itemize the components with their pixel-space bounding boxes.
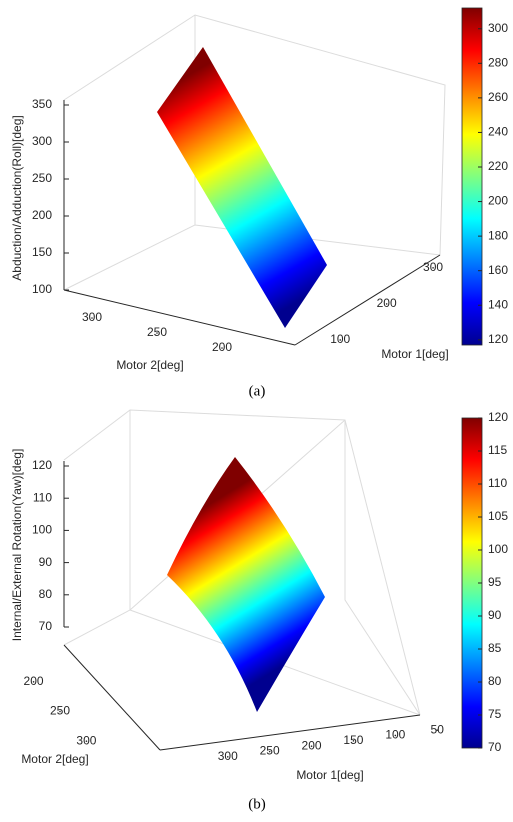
colorbar: [461, 7, 483, 346]
colorbar-tick-label: 80: [488, 674, 502, 688]
colorbar-tick-label: 110: [488, 476, 507, 490]
z-tick-label: 150: [32, 245, 52, 259]
z-tick-label: 80: [39, 587, 53, 601]
surface: [167, 457, 325, 712]
y-tick: [32, 681, 35, 683]
z-tick-label: 70: [39, 619, 53, 633]
colorbar-tick-label: 75: [488, 707, 502, 721]
y-axis-line: [63, 289, 296, 346]
colorbar-tick-label: 240: [488, 125, 508, 139]
y-tick: [156, 332, 158, 334]
colorbar-tick-label: 220: [488, 159, 508, 173]
colorbar-tick-label: 180: [488, 228, 508, 242]
y-tick: [91, 317, 93, 319]
y-tick-label: 250: [50, 704, 70, 718]
surface: [157, 47, 327, 328]
colorbar-tick-label: 200: [488, 194, 508, 208]
z-tick-label: 110: [33, 490, 52, 504]
x-tick-label: 100: [330, 332, 350, 346]
colorbar-tick-label: 260: [488, 90, 508, 104]
y-tick-label: 300: [82, 310, 102, 324]
colorbar-tick-label: 280: [488, 55, 508, 69]
z-tick-label: 250: [32, 171, 52, 185]
y-tick: [221, 347, 223, 349]
y-tick-label: 200: [212, 340, 232, 354]
z-tick-label: 300: [32, 134, 52, 148]
colorbar-tick-label: 90: [488, 608, 502, 622]
colorbar-tick-label: 85: [488, 641, 502, 655]
x-tick-label: 50: [431, 722, 445, 736]
x-tick: [310, 745, 313, 747]
colorbar-tick-label: 105: [488, 509, 508, 523]
x-tick-label: 300: [423, 260, 443, 274]
y-axis-label: Motor 2[deg]: [21, 752, 88, 766]
z-axis-label: Abduction/Adduction(Roll)[deg]: [10, 115, 24, 280]
colorbar-tick-label: 120: [488, 332, 508, 346]
box-frame-a: [63, 14, 446, 291]
x-axis-line: [294, 254, 441, 346]
caption: (b): [248, 796, 266, 812]
colorbar-tick-label: 160: [488, 263, 508, 277]
z-tick-label: 100: [32, 523, 52, 537]
x-tick: [394, 734, 397, 737]
x-tick-label: 150: [343, 733, 363, 747]
z-axis-label: Internal/External Rotation(Yaw)[deg]: [10, 449, 24, 642]
y-tick-label: 300: [76, 733, 96, 747]
z-tick-label: 100: [32, 282, 52, 296]
caption: (a): [249, 383, 266, 399]
z-tick-label: 200: [32, 208, 52, 222]
x-axis-line: [159, 714, 421, 751]
y-tick-label: 200: [24, 674, 44, 688]
colorbar-tick-label: 115: [488, 443, 507, 457]
x-tick: [268, 750, 271, 753]
colorbar-tick-label: 140: [488, 297, 508, 311]
y-axis-label: Motor 2[deg]: [116, 358, 183, 372]
x-tick: [436, 729, 439, 731]
y-axis-line: [63, 644, 161, 751]
x-tick: [432, 267, 434, 269]
colorbar-tick-label: 300: [488, 21, 508, 35]
x-tick: [385, 303, 388, 305]
z-tick-label: 90: [39, 555, 53, 569]
x-axis-label: Motor 1[deg]: [296, 768, 363, 782]
x-tick-label: 200: [377, 296, 397, 310]
y-tick-label: 250: [147, 325, 167, 339]
z-tick-label: 350: [32, 97, 52, 111]
x-axis-label: Motor 1[deg]: [381, 347, 448, 361]
x-tick: [339, 339, 342, 341]
y-tick: [85, 740, 88, 742]
colorbar-tick-label: 100: [488, 542, 508, 556]
x-tick-label: 300: [218, 749, 238, 763]
colorbar-tick-label: 120: [488, 410, 508, 424]
x-tick: [352, 740, 355, 742]
colorbar-tick-label: 95: [488, 575, 502, 589]
x-tick: [226, 756, 229, 758]
x-tick-label: 250: [260, 744, 280, 758]
y-tick: [59, 710, 61, 713]
colorbar-tick-label: 70: [488, 740, 502, 754]
z-tick-label: 120: [32, 458, 52, 472]
x-tick-label: 200: [302, 738, 322, 752]
x-tick-label: 100: [385, 728, 405, 742]
